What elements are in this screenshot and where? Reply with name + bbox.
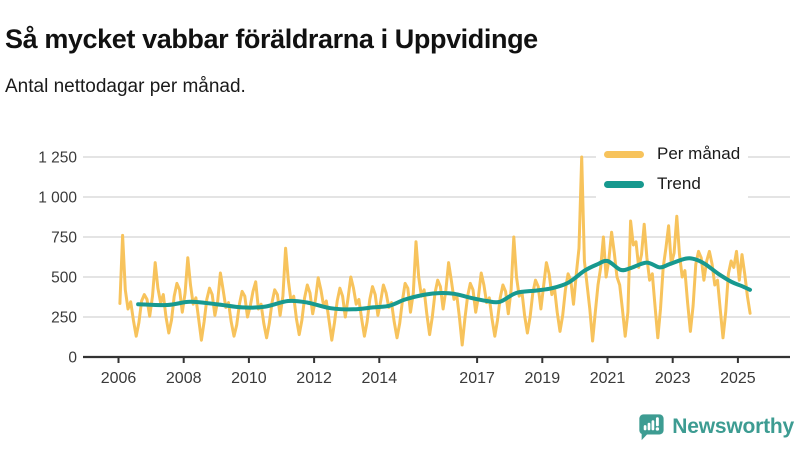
y-axis-tick-label: 500 [51,270,77,287]
y-axis-tick-label: 1 000 [38,190,77,207]
newsworthy-logo-icon [639,414,664,441]
chart-subtitle: Antal nettodagar per månad. [5,76,246,97]
legend-item-per-manad: Per månad [604,143,740,165]
x-axis-tick-label: 2017 [459,370,495,387]
x-axis-tick-label: 2006 [101,370,137,387]
legend-swatch-trend [604,180,644,188]
x-axis-tick-label: 2023 [655,370,691,387]
x-axis-tick-label: 2025 [720,370,756,387]
x-axis-tick-label: 2008 [166,370,202,387]
chart-legend: Per månad Trend [596,140,749,198]
y-axis-tick-label: 750 [51,230,77,247]
x-axis-tick-label: 2014 [362,370,398,387]
newsworthy-brand: Newsworthy [637,412,794,442]
legend-label: Trend [657,174,701,193]
legend-swatch-per-manad [604,150,644,158]
x-axis-tick-label: 2019 [525,370,561,387]
x-axis-tick-label: 2012 [296,370,332,387]
x-axis-tick-label: 2010 [231,370,267,387]
x-axis-tick-label: 2021 [590,370,626,387]
page-title: Så mycket vabbar föräldrarna i Uppviding… [5,24,538,55]
line-chart: 0 250 500 750 1 000 1 250 2006 2008 2010 2012 2014… [38,150,790,387]
legend-item-trend: Trend [604,173,740,195]
series-trend-line [136,256,752,312]
legend-label: Per månad [657,144,741,163]
y-axis-tick-label: 0 [68,350,77,367]
brand-wordmark: Newsworthy [672,415,794,438]
y-axis-tick-label: 1 250 [38,150,77,167]
y-axis-tick-label: 250 [51,310,77,327]
